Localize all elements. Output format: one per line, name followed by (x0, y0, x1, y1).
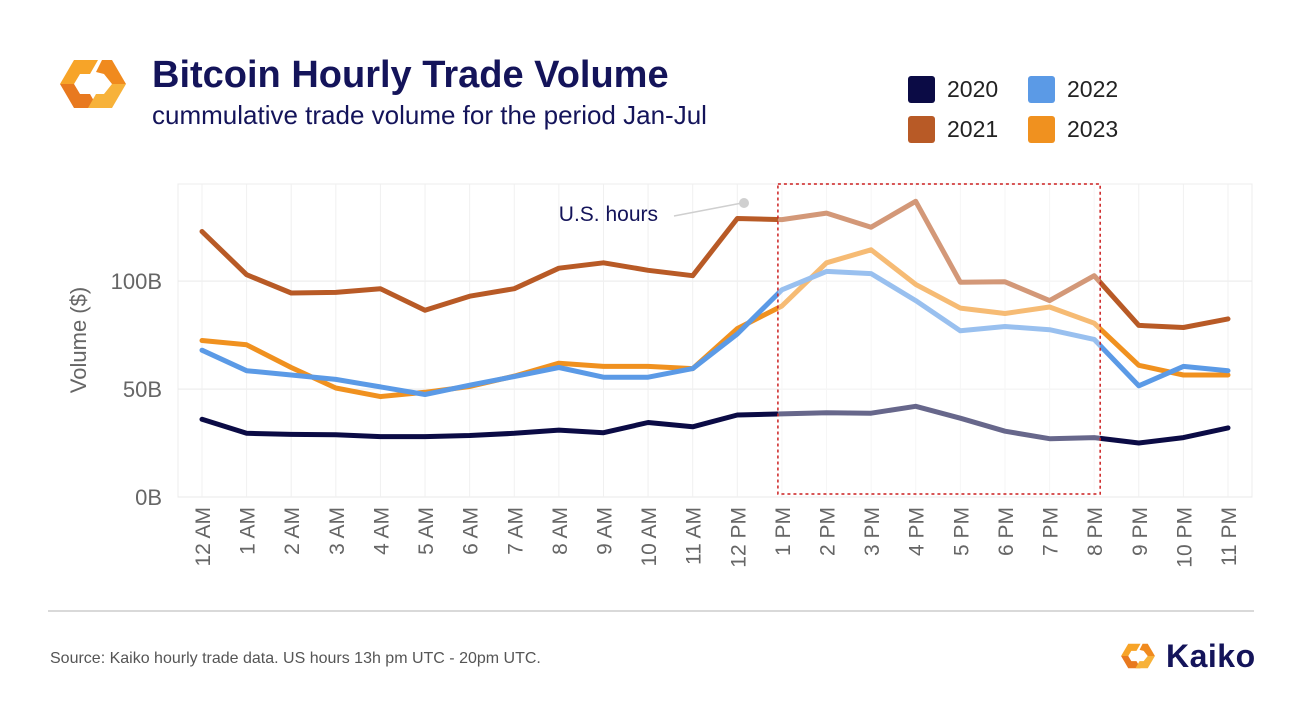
x-tick-label: 9 AM (593, 507, 616, 555)
x-tick-label: 8 PM (1084, 507, 1107, 556)
legend-swatch-2023 (1028, 115, 1055, 143)
y-axis-label: Volume ($) (66, 287, 91, 393)
legend-label-2022: 2022 (1067, 75, 1119, 102)
annotation-dot (739, 198, 749, 208)
y-tick-label: 50B (123, 377, 162, 402)
x-tick-label: 4 PM (906, 507, 929, 556)
x-tick-label: 6 PM (995, 507, 1018, 556)
brand-name: Kaiko (1166, 637, 1256, 674)
legend-label-2020: 2020 (947, 75, 999, 102)
x-tick-label: 7 PM (1040, 507, 1063, 556)
x-tick-label: 1 AM (237, 507, 260, 555)
x-tick-label: 12 AM (192, 507, 215, 567)
x-tick-label: 1 PM (772, 507, 795, 556)
legend-item-2021: 2021 (908, 114, 998, 144)
x-tick-label: 2 PM (817, 507, 840, 556)
x-tick-label: 10 AM (638, 507, 661, 567)
us-hours-annotation: U.S. hours (559, 203, 658, 226)
legend-item-2023: 2023 (1028, 114, 1118, 144)
y-tick-label: 100B (111, 269, 162, 294)
x-tick-label: 4 AM (370, 507, 393, 555)
x-tick-label: 11 PM (1218, 507, 1241, 566)
legend-swatch-2022 (1028, 75, 1055, 103)
x-tick-label: 3 AM (326, 507, 349, 555)
footer-divider (48, 610, 1254, 612)
source-note: Source: Kaiko hourly trade data. US hour… (50, 650, 541, 667)
line-chart: 0B 50B 100B 12 AM 1 AM 2 AM 3 AM 4 AM 5 AM 6 AM 7 … (66, 183, 1253, 568)
x-tick-label: 12 PM (727, 507, 750, 568)
legend-item-2020: 2020 (908, 74, 998, 104)
legend-swatch-2021 (908, 115, 935, 143)
series-line-2021 (199, 198, 1231, 330)
legend-label-2023: 2023 (1067, 115, 1119, 142)
x-tick-label: 5 PM (950, 507, 973, 556)
x-tick-label: 3 PM (861, 507, 884, 556)
chart-subtitle: cummulative trade volume for the period … (152, 100, 707, 130)
x-tick-label: 5 AM (415, 507, 438, 555)
series-line-2022 (199, 268, 1231, 397)
chart-legend: 2020 2022 2021 2023 (908, 74, 1158, 154)
x-tick-label: 8 AM (549, 507, 572, 555)
x-tick-label: 10 PM (1173, 507, 1196, 568)
kaiko-brand: Kaiko (1118, 634, 1256, 678)
x-tick-label: 11 AM (683, 507, 706, 565)
legend-item-2022: 2022 (1028, 74, 1118, 104)
x-tick-label: 7 AM (504, 507, 527, 555)
x-tick-label: 6 AM (460, 507, 483, 555)
series-line-2020 (199, 403, 1231, 446)
us-hours-highlight (777, 183, 1101, 495)
chart-title: Bitcoin Hourly Trade Volume (152, 54, 669, 96)
legend-label-2021: 2021 (947, 115, 999, 142)
kaiko-brand-icon (1121, 643, 1155, 669)
x-tick-label: 9 PM (1129, 507, 1152, 556)
kaiko-logo-icon (60, 60, 126, 108)
legend-swatch-2020 (908, 75, 935, 103)
x-tick-label: 2 AM (281, 507, 304, 555)
y-tick-label: 0B (135, 485, 162, 510)
annotation-leader (673, 202, 743, 217)
